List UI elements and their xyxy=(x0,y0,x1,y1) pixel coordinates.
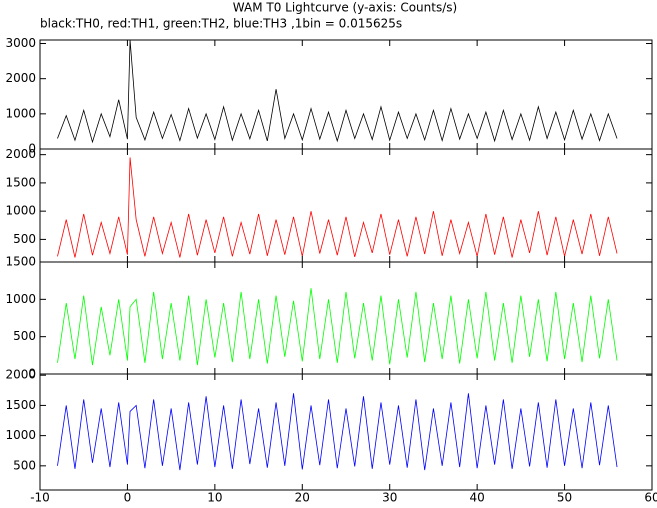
y-tick-label: 1500 xyxy=(5,255,36,269)
y-tick-label: 1000 xyxy=(5,106,36,120)
x-tick-label: -10 xyxy=(30,491,50,505)
y-tick-label: 500 xyxy=(13,232,36,246)
panel-frame xyxy=(39,148,653,263)
light-curve xyxy=(57,288,618,366)
chart-subtitle: black:TH0, red:TH1, green:TH2, blue:TH3 … xyxy=(40,17,402,31)
y-tick-label: 2000 xyxy=(5,368,36,382)
y-tick-label: 2000 xyxy=(5,147,36,161)
y-tick-label: 1000 xyxy=(5,204,36,218)
x-tick-label: 50 xyxy=(557,491,572,505)
y-tick-label: 500 xyxy=(13,329,36,343)
y-tick-label: 1000 xyxy=(5,292,36,306)
panel-frame xyxy=(39,373,653,491)
y-tick-label: 0 xyxy=(28,367,36,381)
y-tick-label: 3000 xyxy=(5,36,36,50)
y-tick-label: 2000 xyxy=(5,71,36,85)
y-tick-label: 500 xyxy=(13,458,36,472)
x-tick-label: 60 xyxy=(644,491,657,505)
panel-frame xyxy=(39,261,653,375)
light-curve xyxy=(57,39,618,144)
panel-frame xyxy=(39,39,653,150)
x-tick-label: 10 xyxy=(207,491,222,505)
x-tick-label: 0 xyxy=(124,491,132,505)
y-tick-label: 1500 xyxy=(5,175,36,189)
y-tick-label: 1000 xyxy=(5,428,36,442)
light-curve xyxy=(57,157,618,258)
y-tick-label: 0 xyxy=(28,142,36,156)
x-tick-label: 20 xyxy=(295,491,310,505)
y-tick-label: 1500 xyxy=(5,398,36,412)
light-curve xyxy=(57,393,618,471)
x-tick-label: 40 xyxy=(470,491,485,505)
x-tick-label: 30 xyxy=(382,491,397,505)
chart-title: WAM T0 Lightcurve (y-axis: Counts/s) xyxy=(233,1,457,15)
